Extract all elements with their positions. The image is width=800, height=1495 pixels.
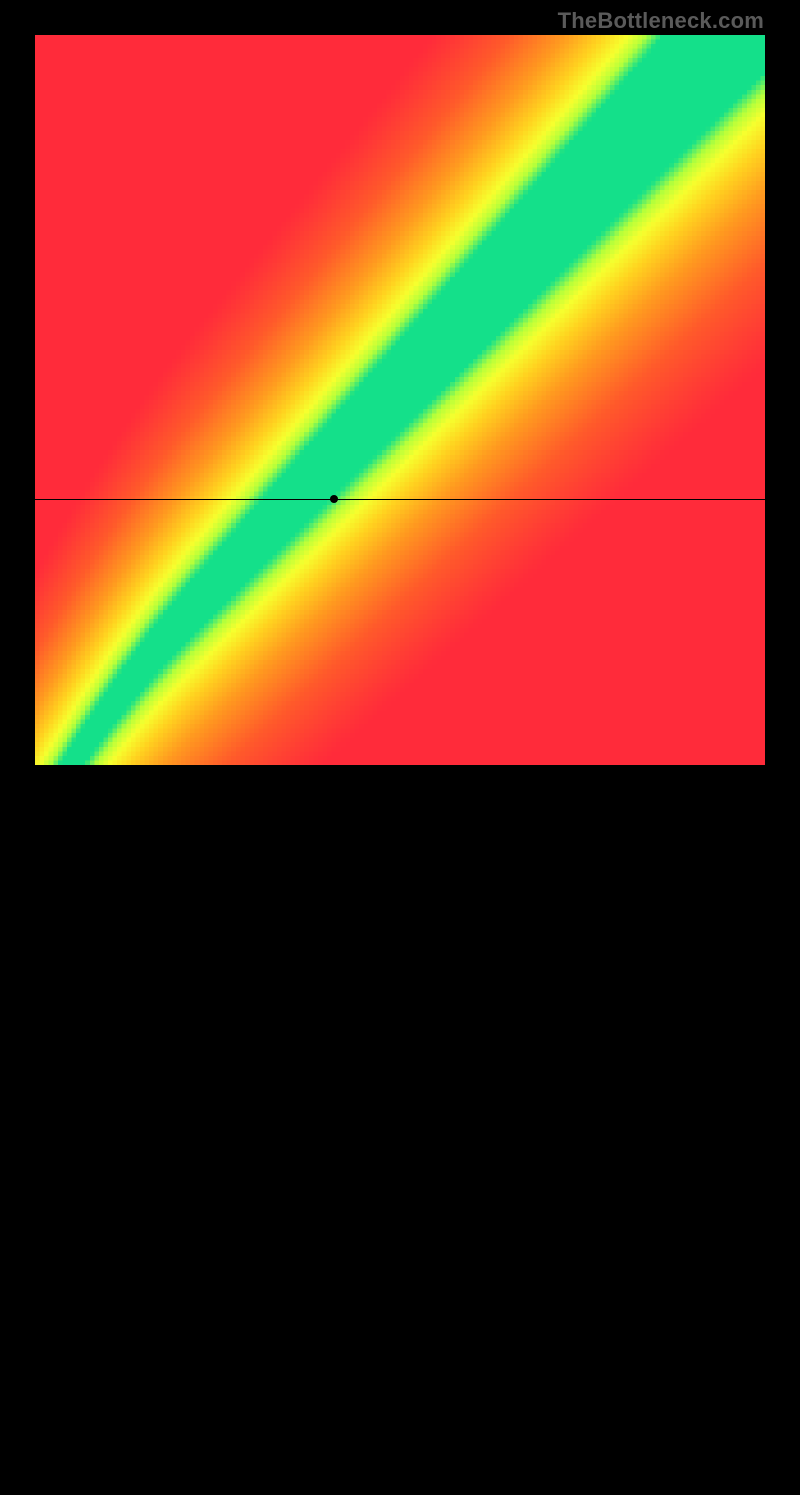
plot-area (35, 35, 765, 765)
crosshair-horizontal (35, 499, 765, 500)
watermark-text: TheBottleneck.com (558, 8, 764, 34)
bottleneck-heatmap (35, 35, 765, 765)
selected-point-marker (330, 495, 338, 503)
crosshair-vertical (334, 765, 335, 1495)
